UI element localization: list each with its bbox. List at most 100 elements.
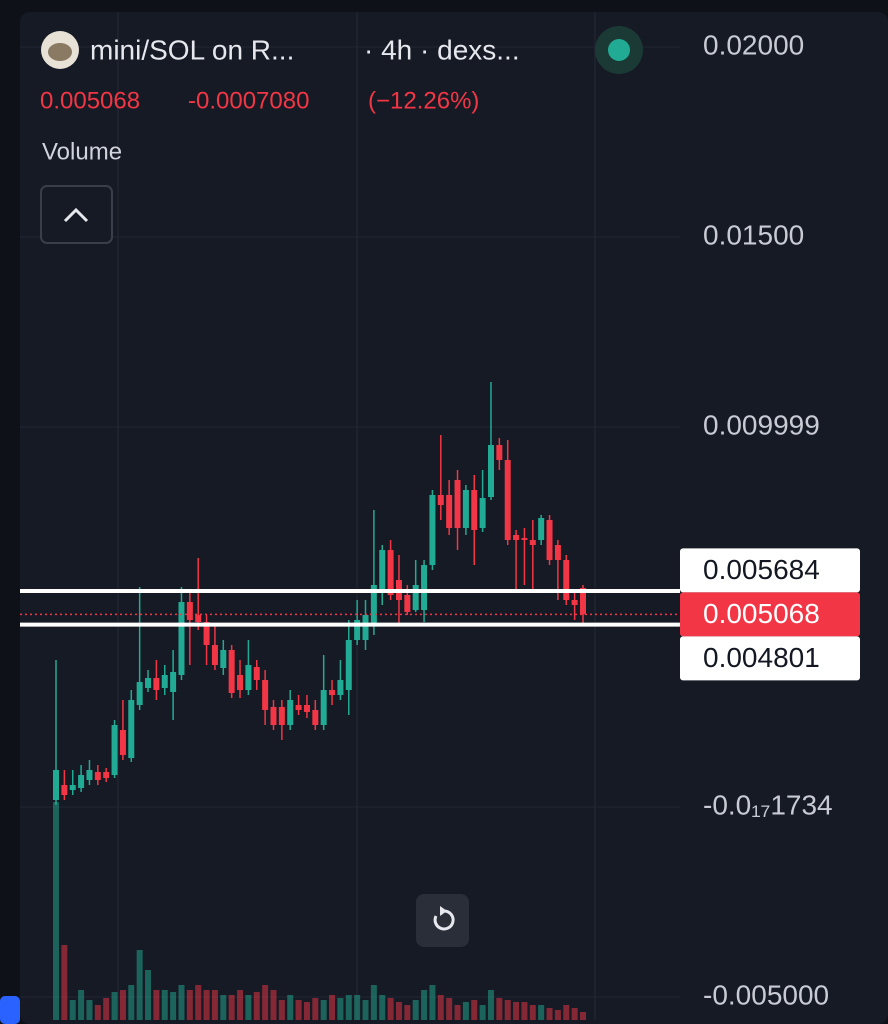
y-tick-label: 0.01500 <box>703 219 804 250</box>
candle-body <box>437 494 444 506</box>
volume-bar <box>529 1005 536 1020</box>
y-tick-label: -0.0₁₇1734 <box>703 789 833 820</box>
candle-body <box>454 480 461 529</box>
volume-bar <box>103 998 110 1020</box>
reset-icon <box>433 909 455 931</box>
volume-bar <box>487 990 494 1020</box>
candle-body <box>421 565 428 611</box>
volume-bar <box>303 1002 310 1020</box>
volume-bar <box>421 990 428 1020</box>
volume-bar <box>462 1002 469 1020</box>
volume-bar <box>170 992 177 1020</box>
volume-bar <box>86 1000 93 1020</box>
candle-body <box>345 639 352 691</box>
volume-bar <box>312 998 319 1020</box>
price-label: 0.005684 <box>703 554 820 585</box>
candle-body <box>170 671 177 693</box>
price-label-box <box>680 636 860 681</box>
volume-bar <box>195 985 202 1020</box>
volume-bar <box>379 995 386 1020</box>
candle-body <box>471 490 478 531</box>
volume-bar <box>270 990 277 1020</box>
candle-body <box>153 677 160 691</box>
price-change: -0.0007080 <box>188 87 309 114</box>
volume-bar <box>387 998 394 1020</box>
price-label-box <box>680 548 860 593</box>
grid <box>117 12 596 1020</box>
candle-body <box>161 674 168 688</box>
volume-bar <box>245 995 252 1020</box>
candle-body <box>412 585 419 611</box>
volume-bar <box>78 990 85 1020</box>
interval-source: · 4h · dexs... <box>364 34 520 65</box>
reset-button[interactable] <box>416 894 469 947</box>
candle-body <box>429 494 436 566</box>
volume-bar <box>220 995 227 1020</box>
volume-bar <box>354 995 361 1020</box>
status-dot <box>608 39 630 61</box>
indicator-name: Volume <box>42 138 122 165</box>
candle-body <box>303 705 310 713</box>
volume-bar <box>345 995 352 1020</box>
collapse-button[interactable] <box>40 185 113 244</box>
reset-button-bg[interactable] <box>416 894 469 947</box>
volume-bar <box>437 995 444 1020</box>
chart-panel <box>20 12 888 1024</box>
candle-body <box>538 518 545 541</box>
side-tab[interactable] <box>0 996 20 1024</box>
candle-body <box>337 680 344 696</box>
price-label-box <box>680 592 860 637</box>
volume-bar <box>237 990 244 1020</box>
candle-body <box>354 620 361 640</box>
candle-body <box>103 772 110 779</box>
volume-bar <box>496 998 503 1020</box>
candle-body <box>203 622 210 646</box>
volume-bar <box>211 990 218 1020</box>
candle-body <box>119 730 126 756</box>
collapse-icon <box>63 207 89 223</box>
volume-bar <box>128 985 135 1020</box>
candle-body <box>220 649 227 669</box>
volume-bar <box>228 995 235 1020</box>
candle-body <box>228 649 235 694</box>
volume-bar <box>362 1000 369 1020</box>
y-tick-label: 0.02000 <box>703 29 804 60</box>
candle-body <box>379 550 386 590</box>
candle-body <box>287 699 294 726</box>
volume-bar <box>186 990 193 1020</box>
candle-body <box>404 595 411 612</box>
candle-body <box>128 699 135 759</box>
candle-body <box>387 550 394 596</box>
volume-bar <box>554 1010 561 1020</box>
candle-body <box>554 544 561 561</box>
candle-body <box>487 445 494 497</box>
candle-body <box>53 769 59 801</box>
volume-bar <box>69 1000 76 1020</box>
symbol-title: mini/SOL on R... <box>90 34 294 65</box>
reset-icon-arrow <box>440 906 447 916</box>
volume-bar <box>454 1005 461 1020</box>
header: mini/SOL on R... · 4h · dexs... 0.005068… <box>40 26 643 244</box>
candle-body <box>78 775 85 789</box>
candle-body <box>446 494 453 529</box>
candle-body <box>513 535 520 541</box>
volume-bar <box>53 802 59 1020</box>
volume-bar <box>61 945 68 1020</box>
volume-bar <box>446 998 453 1020</box>
volume-bar <box>119 990 126 1020</box>
candle-body <box>86 769 93 780</box>
candle-body <box>136 682 143 706</box>
volume-bar <box>521 1002 528 1020</box>
candle-body <box>237 674 244 691</box>
volume-bar <box>563 1005 570 1020</box>
candle-body <box>571 600 578 605</box>
candle-body <box>479 497 486 529</box>
volume-bar <box>404 1005 411 1020</box>
volume-bar <box>145 970 152 1020</box>
candle-body <box>329 690 336 696</box>
candle-body <box>245 664 252 691</box>
volume-bar <box>94 1005 101 1020</box>
volume-bar <box>538 1005 545 1020</box>
candle-body <box>529 540 536 545</box>
